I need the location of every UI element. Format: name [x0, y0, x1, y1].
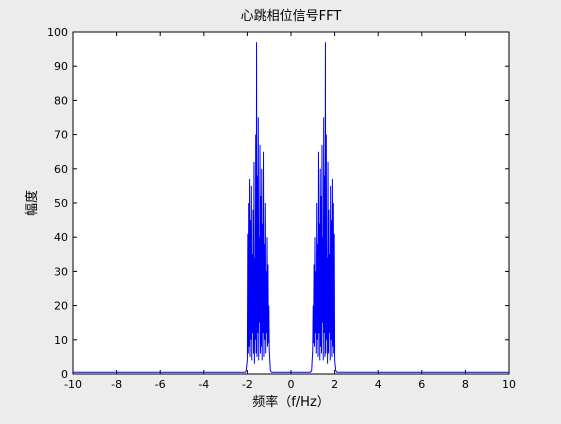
x-tick-label: -10: [64, 378, 82, 391]
x-tick-label: 2: [331, 378, 338, 391]
chart-title: 心跳相位信号FFT: [241, 9, 342, 24]
x-tick-label: 4: [375, 378, 382, 391]
y-tick-label: 50: [54, 197, 68, 210]
y-tick-label: 80: [54, 94, 68, 107]
series-line: [73, 42, 509, 373]
x-tick-label: -6: [155, 378, 166, 391]
y-tick-label: 20: [54, 300, 68, 313]
x-tick-label: -4: [198, 378, 209, 391]
y-tick-label: 10: [54, 334, 68, 347]
y-tick-label: 90: [54, 60, 68, 73]
y-tick-label: 60: [54, 163, 68, 176]
series-layer: [73, 42, 509, 373]
x-tick-label: -2: [242, 378, 253, 391]
y-tick-label: 30: [54, 265, 68, 278]
y-tick-label: 40: [54, 231, 68, 244]
x-tick-label: 8: [462, 378, 469, 391]
y-tick-label: 70: [54, 129, 68, 142]
y-axis-label: 幅度: [24, 190, 40, 216]
x-tick-label: -8: [111, 378, 122, 391]
y-tick-label: 0: [61, 368, 68, 381]
y-tick-label: 100: [47, 26, 68, 39]
plot-area: [72, 31, 510, 375]
x-tick-label: 6: [418, 378, 425, 391]
x-tick-label: 0: [288, 378, 295, 391]
x-tick-label: 10: [502, 378, 516, 391]
x-axis-label: 频率（f/Hz）: [252, 394, 330, 410]
